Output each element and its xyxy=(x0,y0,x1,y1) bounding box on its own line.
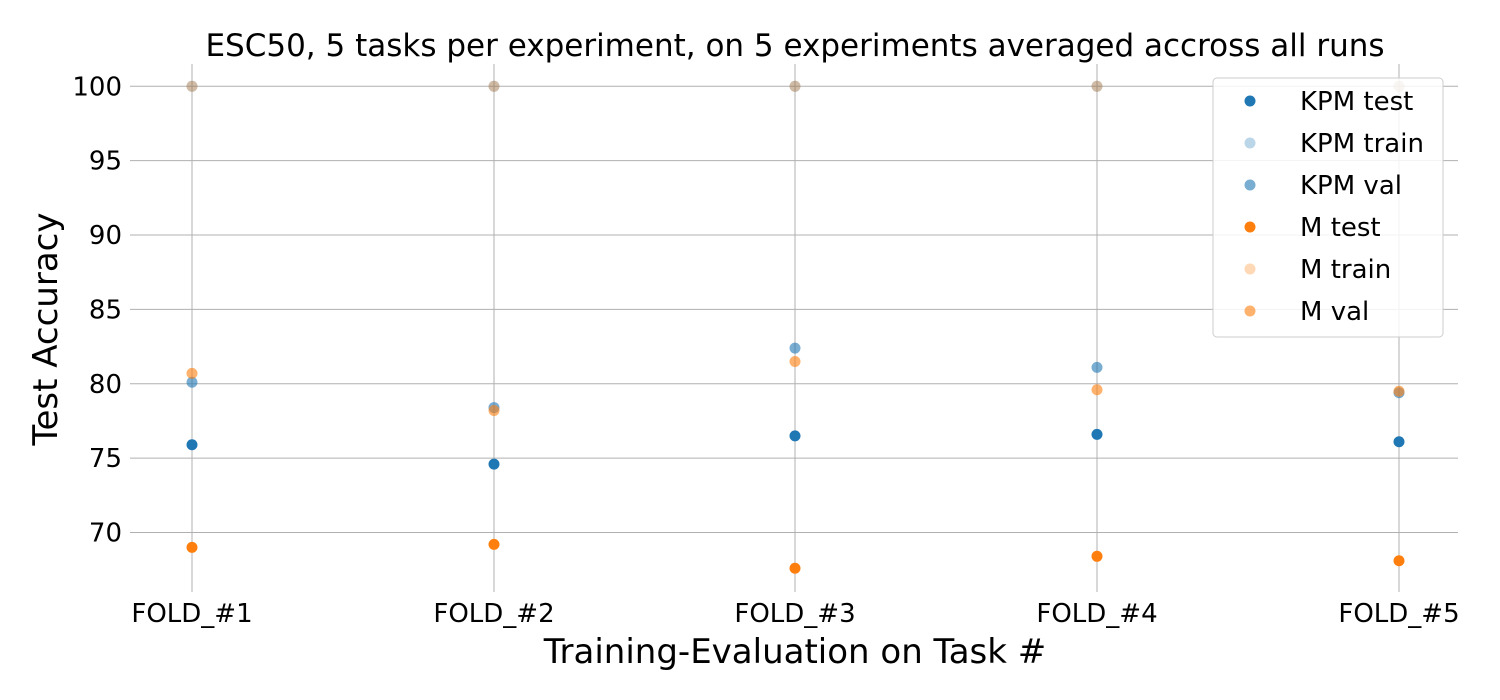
data-point xyxy=(1091,428,1103,440)
data-point xyxy=(1091,80,1103,92)
data-points xyxy=(186,80,1405,574)
legend-box xyxy=(1212,77,1444,338)
data-point xyxy=(186,367,198,379)
legend-label: KPM train xyxy=(1300,129,1424,159)
data-point xyxy=(488,80,500,92)
data-point xyxy=(1091,550,1103,562)
y-tick-labels: 70 75 80 85 90 95 100 xyxy=(72,72,122,548)
legend-label: M test xyxy=(1300,213,1381,243)
data-point xyxy=(186,541,198,553)
data-point xyxy=(488,405,500,417)
x-tick-label: FOLD_#2 xyxy=(433,599,554,629)
data-point xyxy=(488,458,500,470)
x-axis-label: Training-Evaluation on Task # xyxy=(543,632,1046,672)
legend-label: M train xyxy=(1300,255,1391,285)
legend-marker xyxy=(1244,137,1256,149)
legend-marker xyxy=(1244,305,1256,317)
legend-marker xyxy=(1244,95,1256,107)
data-point xyxy=(488,538,500,550)
series-kpm-test xyxy=(186,428,1405,470)
data-point xyxy=(1393,555,1405,567)
legend-label: M val xyxy=(1300,297,1369,327)
data-point xyxy=(1393,436,1405,448)
data-point xyxy=(1091,361,1103,373)
data-point xyxy=(186,80,198,92)
x-tick-label: FOLD_#1 xyxy=(131,599,252,629)
data-point xyxy=(1393,385,1405,397)
y-axis-label: Test Accuracy xyxy=(26,213,66,447)
y-tick-label: 80 xyxy=(89,370,122,400)
data-point xyxy=(789,80,801,92)
data-point xyxy=(789,430,801,442)
y-tick-label: 95 xyxy=(89,147,122,177)
data-point xyxy=(186,376,198,388)
data-point xyxy=(1091,384,1103,396)
y-tick-label: 70 xyxy=(89,519,122,549)
y-tick-label: 75 xyxy=(89,444,122,474)
legend-items: KPM test KPM train KPM val M test M train M v… xyxy=(1244,87,1424,327)
series-kpm-train xyxy=(186,80,1405,92)
y-tick-label: 100 xyxy=(72,72,122,102)
data-point xyxy=(488,80,500,92)
x-tick-label: FOLD_#5 xyxy=(1338,599,1459,629)
data-point xyxy=(1091,80,1103,92)
legend-label: KPM test xyxy=(1300,87,1413,117)
legend-marker xyxy=(1244,179,1256,191)
x-tick-labels: FOLD_#1 FOLD_#2 FOLD_#3 FOLD_#4 FOLD_#5 xyxy=(131,599,1459,629)
legend-label: KPM val xyxy=(1300,171,1402,201)
data-point xyxy=(789,80,801,92)
legend-marker xyxy=(1244,221,1256,233)
y-tick-label: 90 xyxy=(89,221,122,251)
data-point xyxy=(186,80,198,92)
series-m-val xyxy=(186,355,1405,417)
series-m-test xyxy=(186,538,1405,574)
data-point xyxy=(789,342,801,354)
data-point xyxy=(789,562,801,574)
data-point xyxy=(186,439,198,451)
x-tick-label: FOLD_#4 xyxy=(1036,599,1157,629)
legend-marker xyxy=(1244,263,1256,275)
x-tick-label: FOLD_#3 xyxy=(734,599,855,629)
chart-title: ESC50, 5 tasks per experiment, on 5 expe… xyxy=(205,28,1384,64)
legend: KPM test KPM train KPM val M test M train M v… xyxy=(1212,77,1444,338)
data-point xyxy=(789,355,801,367)
y-tick-label: 85 xyxy=(89,295,122,325)
